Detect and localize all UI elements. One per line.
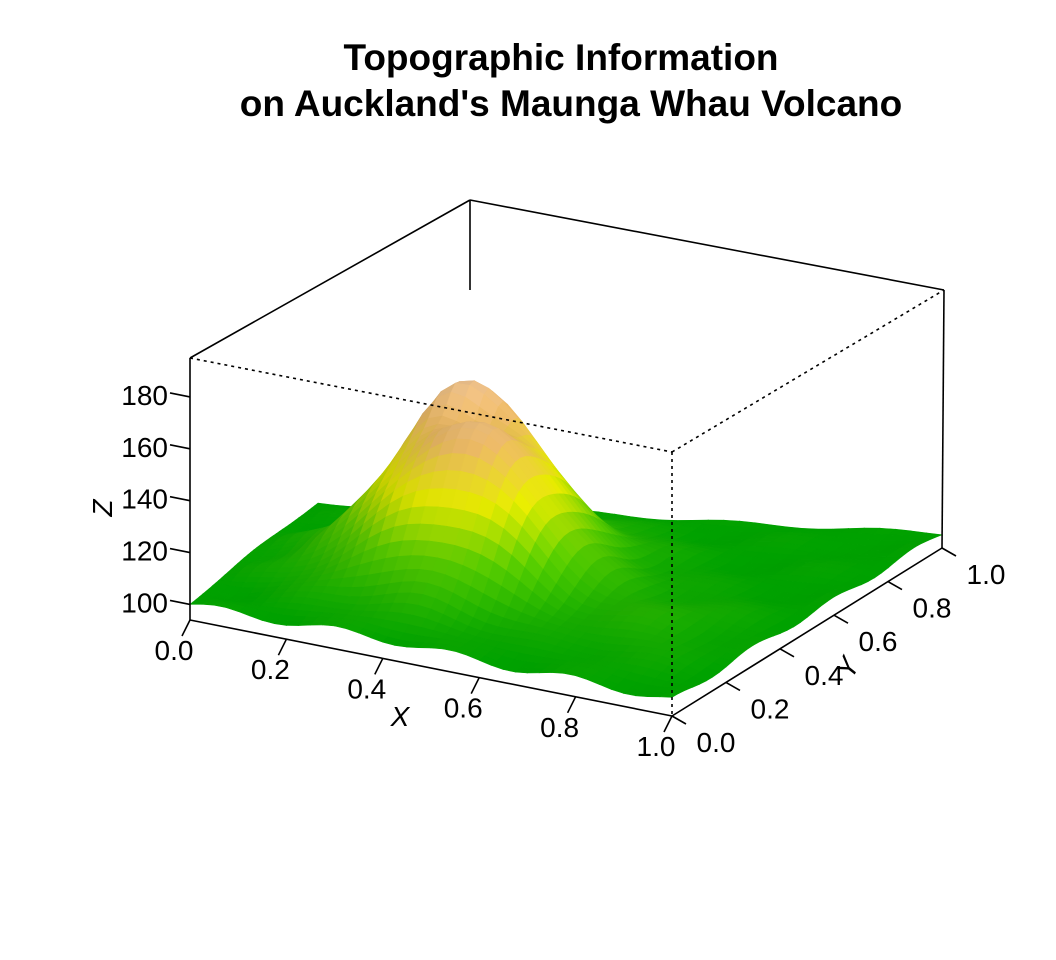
y-tick-label: 0.0 — [697, 727, 736, 758]
x-tick-label: 1.0 — [637, 731, 676, 762]
z-tick-label: 140 — [121, 484, 168, 515]
chart-title-line-1: Topographic Information — [343, 37, 778, 78]
x-tick-mark — [663, 715, 673, 733]
y-tick-label: 0.8 — [913, 593, 952, 624]
y-tick-label: 0.6 — [859, 626, 898, 657]
box-edge-right-vertical — [941, 289, 945, 549]
box-edge-right-bottom — [671, 547, 943, 717]
y-tick-mark — [941, 547, 957, 557]
x-tick-mark — [470, 677, 480, 694]
x-tick-mark — [374, 658, 384, 675]
box-edge-front-bottom — [189, 619, 673, 717]
y-tick-mark — [725, 681, 741, 692]
x-tick-label: 0.0 — [155, 635, 194, 666]
y-tick-label: 1.0 — [967, 559, 1006, 590]
box-edge-top-left — [189, 199, 471, 359]
box-edge-top-front — [189, 357, 673, 453]
y-tick-mark — [671, 715, 687, 725]
terrain-surface — [189, 380, 943, 698]
z-tick-label: 100 — [121, 587, 168, 618]
z-tick-label: 120 — [121, 536, 168, 567]
surface-patch — [659, 692, 680, 698]
bounding-box — [189, 199, 945, 717]
y-tick-label: 0.4 — [805, 660, 844, 691]
z-tick-mark — [169, 444, 191, 450]
x-tick-label: 0.6 — [444, 693, 483, 724]
chart-title-line-2: on Auckland's Maunga Whau Volcano — [240, 83, 903, 124]
z-tick-mark — [169, 547, 191, 554]
y-tick-mark — [833, 614, 849, 624]
x-tick-mark — [277, 638, 288, 656]
x-axis-label: X — [390, 701, 411, 732]
z-tick-mark — [169, 495, 191, 502]
z-tick-mark — [169, 392, 191, 398]
axis-ticks: 0.0 0.2 0.4 0.6 0.8 1.0 0.0 0.2 0.4 0.6 0.8 1.0 100 1… — [121, 380, 1005, 762]
y-tick-mark — [887, 580, 903, 591]
box-edge-top-back — [469, 199, 945, 291]
x-tick-label: 0.2 — [251, 654, 290, 685]
y-tick-label: 0.2 — [751, 693, 790, 724]
z-tick-mark — [169, 599, 191, 606]
y-tick-mark — [779, 648, 795, 658]
z-tick-label: 160 — [121, 432, 168, 463]
x-tick-mark — [181, 619, 191, 637]
x-tick-label: 0.4 — [347, 673, 386, 704]
x-tick-label: 0.8 — [540, 712, 579, 743]
x-tick-mark — [566, 696, 577, 714]
z-axis-label: Z — [87, 499, 118, 518]
z-tick-label: 180 — [121, 380, 168, 411]
box-edge-top-right — [671, 289, 945, 453]
